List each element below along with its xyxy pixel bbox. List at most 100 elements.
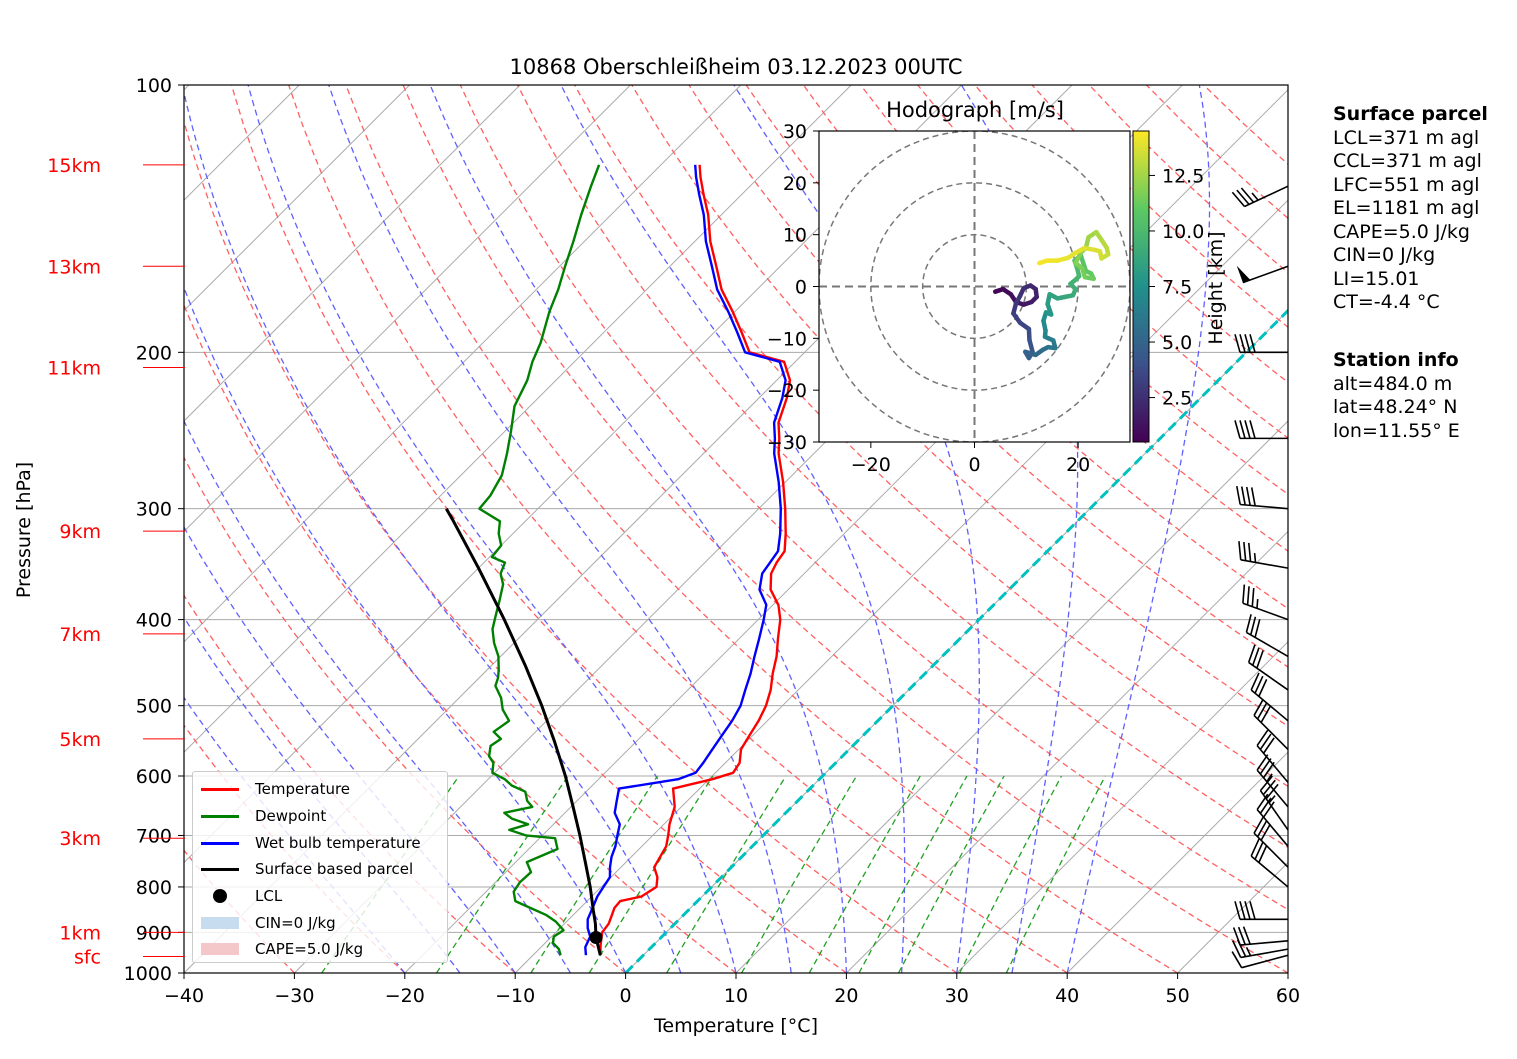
profile-series bbox=[444, 164, 792, 956]
barb-flag bbox=[1249, 420, 1256, 439]
parcel-info-panel: Surface parcel LCL=371 m agl CCL=371 m a… bbox=[1333, 103, 1488, 315]
barb-flag bbox=[1253, 816, 1264, 834]
hodograph-trace bbox=[819, 131, 1130, 442]
mixing-ratio-line bbox=[666, 775, 787, 973]
barb-flag bbox=[1259, 775, 1273, 792]
mixing-ratio-line bbox=[808, 775, 921, 973]
barb-flag bbox=[1262, 779, 1276, 796]
moist-adiabat-line bbox=[429, 85, 848, 973]
barb-flag bbox=[1232, 927, 1241, 946]
mixing-ratio-line bbox=[858, 775, 968, 973]
barb-staff bbox=[1242, 602, 1289, 621]
hodograph-x-tick-label: 20 bbox=[1066, 454, 1090, 476]
legend-item-lcl: LCL bbox=[201, 885, 282, 907]
barb-flag bbox=[1239, 420, 1246, 439]
legend-label-cin: CIN=0 J/kg bbox=[255, 914, 336, 932]
dry-adiabat-line bbox=[184, 724, 406, 973]
hodograph-axes: −20 0 20 30 20 10 0 −10 −20 −30 bbox=[767, 121, 1090, 476]
legend-label-temperature: Temperature bbox=[255, 780, 351, 798]
legend-swatch-temperature bbox=[201, 780, 239, 798]
isotherm-line bbox=[846, 530, 1288, 973]
y-tick-label: 900 bbox=[136, 922, 172, 944]
isotherm-line bbox=[184, 85, 521, 422]
height-label: 3km bbox=[59, 828, 101, 850]
barb-flag bbox=[1250, 838, 1260, 857]
wind-barb bbox=[1253, 816, 1289, 868]
height-label: 7km bbox=[59, 624, 101, 646]
axes: −40 −30 −20 −10 0 10 20 30 40 50 60100200300400500… bbox=[47, 75, 1300, 1007]
colorbar-tick-label: 5.0 bbox=[1162, 332, 1192, 354]
barb-flag bbox=[1253, 698, 1264, 716]
wind-barb bbox=[1242, 584, 1289, 621]
moist-adiabat-line bbox=[560, 85, 906, 973]
parcel-line bbox=[444, 507, 602, 956]
hodograph-title: Hodograph [m/s] bbox=[886, 98, 1064, 122]
barb-staff bbox=[1256, 809, 1289, 847]
moist-adiabat-line bbox=[184, 89, 682, 973]
parcel-info-line: CT=-4.4 °C bbox=[1333, 291, 1440, 313]
barb-flag bbox=[1240, 486, 1246, 506]
barb-flag bbox=[1247, 644, 1256, 663]
barb-staff bbox=[1244, 185, 1289, 208]
barb-flag bbox=[1231, 951, 1243, 969]
wind-barb bbox=[1231, 951, 1289, 969]
parcel-info-line: LCL=371 m agl bbox=[1333, 126, 1480, 149]
legend-label-parcel: Surface based parcel bbox=[255, 860, 414, 878]
barb-staff bbox=[1256, 769, 1289, 808]
isotherm-line bbox=[956, 641, 1288, 973]
dry-adiabat-line bbox=[345, 85, 1178, 973]
temperature-line bbox=[599, 164, 792, 956]
legend-item-cin: CIN=0 J/kg bbox=[201, 912, 336, 934]
barb-flag bbox=[1247, 542, 1252, 562]
wind-barb bbox=[1236, 265, 1289, 284]
hodograph-y-tick-label: 20 bbox=[783, 173, 807, 195]
barb-flag bbox=[1254, 841, 1264, 860]
moist-adiabat-line bbox=[184, 419, 571, 973]
lcl-marker bbox=[589, 930, 603, 944]
legend-label-lcl: LCL bbox=[255, 887, 283, 905]
wind-barb bbox=[1256, 793, 1289, 847]
hodograph-y-tick-label: −20 bbox=[767, 380, 807, 402]
x-tick-label: −10 bbox=[495, 985, 535, 1007]
moist-adiabat-line bbox=[247, 85, 737, 973]
x-tick-label: 60 bbox=[1276, 985, 1300, 1007]
chart-title: 10868 Oberschleißheim 03.12.2023 00UTC bbox=[510, 55, 963, 79]
barb-flag bbox=[1234, 901, 1241, 920]
barb-flag bbox=[1262, 737, 1275, 754]
isotherm-line bbox=[184, 85, 410, 312]
y-tick-label: 1000 bbox=[124, 963, 172, 985]
barb-flag bbox=[1236, 189, 1250, 205]
y-tick-label: 100 bbox=[136, 75, 172, 97]
isotherm-line bbox=[735, 420, 1288, 973]
wind-barb bbox=[1250, 672, 1289, 722]
mixing-ratio-line bbox=[588, 775, 714, 973]
x-tick-label: −40 bbox=[164, 985, 204, 1007]
x-axis-label: Temperature [°C] bbox=[653, 1015, 818, 1037]
barb-flag bbox=[1259, 797, 1272, 814]
legend-item-cape: CAPE=5.0 J/kg bbox=[201, 938, 363, 960]
barb-flag bbox=[1239, 334, 1246, 353]
barb-flag bbox=[1231, 191, 1246, 207]
y-axis-label: Pressure [hPa] bbox=[13, 462, 35, 598]
barb-staff bbox=[1246, 631, 1289, 658]
wind-barb bbox=[1250, 838, 1289, 888]
height-label: 1km bbox=[59, 922, 101, 944]
colorbar bbox=[1132, 130, 1150, 443]
barb-flag bbox=[1249, 616, 1257, 636]
legend-swatch-dewpoint bbox=[201, 807, 239, 825]
wind-barb bbox=[1231, 939, 1289, 959]
wind-barb bbox=[1247, 644, 1289, 691]
y-tick-label: 600 bbox=[136, 766, 172, 788]
barb-half-flag bbox=[1253, 553, 1257, 563]
y-tick-label: 800 bbox=[136, 877, 172, 899]
hodograph-y-tick-label: −10 bbox=[767, 328, 807, 350]
barb-staff bbox=[1253, 714, 1289, 750]
barb-flag bbox=[1244, 420, 1251, 439]
legend-swatch-wet-bulb bbox=[201, 834, 239, 852]
wet-bulb-line bbox=[584, 164, 787, 956]
barb-staff bbox=[1250, 689, 1289, 722]
parcel-info-line: CAPE=5.0 J/kg bbox=[1333, 220, 1470, 243]
legend-item-temperature: Temperature bbox=[201, 778, 350, 800]
barb-flag bbox=[1256, 650, 1264, 669]
